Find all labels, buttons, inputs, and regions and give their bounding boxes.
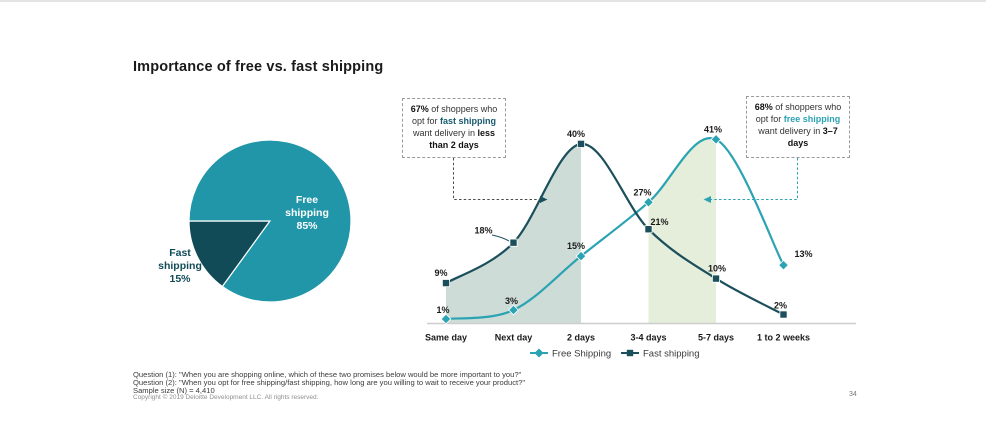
callout-right-pct: 68% <box>754 102 773 112</box>
marker-diamond-icon <box>778 259 789 271</box>
callout-left-text1: of shoppers who opt for <box>411 104 498 126</box>
pie-slice-fast-shipping <box>188 220 272 288</box>
legend-diamond-icon <box>534 348 544 358</box>
marker-diamond-icon <box>710 134 722 145</box>
x-axis-label: 3-4 days <box>630 333 666 343</box>
callout-right-text2: want delivery in <box>758 125 823 136</box>
footer-question-1: Question (1): "When you are shopping onl… <box>133 370 522 379</box>
marker-diamond-icon <box>508 304 519 316</box>
data-label: 40% <box>567 129 585 139</box>
marker-square-icon <box>577 139 586 148</box>
marker-square-icon <box>644 225 653 234</box>
marker-diamond-icon <box>643 196 654 208</box>
data-label: 21% <box>650 217 668 227</box>
callout-free-shipping: 68% of shoppers who opt for free shippin… <box>746 96 850 158</box>
label-leader-line <box>491 234 510 242</box>
pie-slice-free-shipping <box>188 139 352 303</box>
x-axis-label: 5-7 days <box>698 333 734 343</box>
legend-square-icon <box>626 349 634 357</box>
marker-square-icon <box>441 279 450 288</box>
legend-label: Free Shipping <box>552 349 611 360</box>
marker-square-icon <box>712 274 721 283</box>
marker-square-icon <box>779 310 788 319</box>
data-label: 41% <box>704 124 722 134</box>
shaded-region-free-shipping <box>648 138 716 324</box>
data-label: 9% <box>434 268 447 278</box>
callout-fast-shipping: 67% of shoppers who opt for fast shippin… <box>402 98 506 158</box>
callout-left-connector <box>453 158 540 200</box>
data-label: 18% <box>474 226 492 236</box>
page-number: 34 <box>849 391 857 398</box>
marker-square-icon <box>509 238 518 247</box>
data-label: 13% <box>794 249 812 259</box>
callout-left-pct: 67% <box>410 104 429 114</box>
marker-diamond-icon <box>575 250 587 262</box>
shaded-region-fast-shipping <box>446 143 581 324</box>
footer-question-2: Question (2): "When you opt for free shi… <box>133 378 526 387</box>
data-label: 2% <box>774 301 787 311</box>
pie-label-free-shipping: Free shipping 85% <box>285 194 329 232</box>
callout-right-emphasis: 3–7 days <box>787 125 838 148</box>
data-label: 10% <box>708 264 726 274</box>
callout-right-text1: of shoppers who opt for <box>755 102 842 124</box>
callout-left-emphasis: less than 2 days <box>429 127 496 150</box>
callout-right-arrow-icon <box>703 196 711 203</box>
data-label: 27% <box>633 187 651 197</box>
x-axis-label: 1 to 2 weeks <box>757 333 810 343</box>
x-axis-label: Same day <box>425 333 467 343</box>
footer-copyright: Copyright © 2019 Deloitte Development LL… <box>133 394 319 401</box>
footer-sample-size: Sample size (N) = 4,410 <box>133 386 215 395</box>
data-label: 3% <box>505 296 518 306</box>
page-title: Importance of free vs. fast shipping <box>133 59 384 75</box>
pie-label-fast-shipping: Fast shipping 15% <box>158 247 202 285</box>
data-label: 1% <box>436 305 449 315</box>
callout-left-text2: want delivery in <box>412 127 478 138</box>
marker-diamond-icon <box>440 313 452 325</box>
callout-right-connector <box>711 158 798 200</box>
x-axis-label: 2 days <box>567 333 595 343</box>
callout-right-highlight: free shipping <box>783 113 841 124</box>
x-axis-label: Next day <box>495 333 533 343</box>
data-label: 15% <box>567 241 585 251</box>
callout-left-highlight: fast shipping <box>440 115 496 126</box>
legend-label: Fast shipping <box>643 349 700 360</box>
